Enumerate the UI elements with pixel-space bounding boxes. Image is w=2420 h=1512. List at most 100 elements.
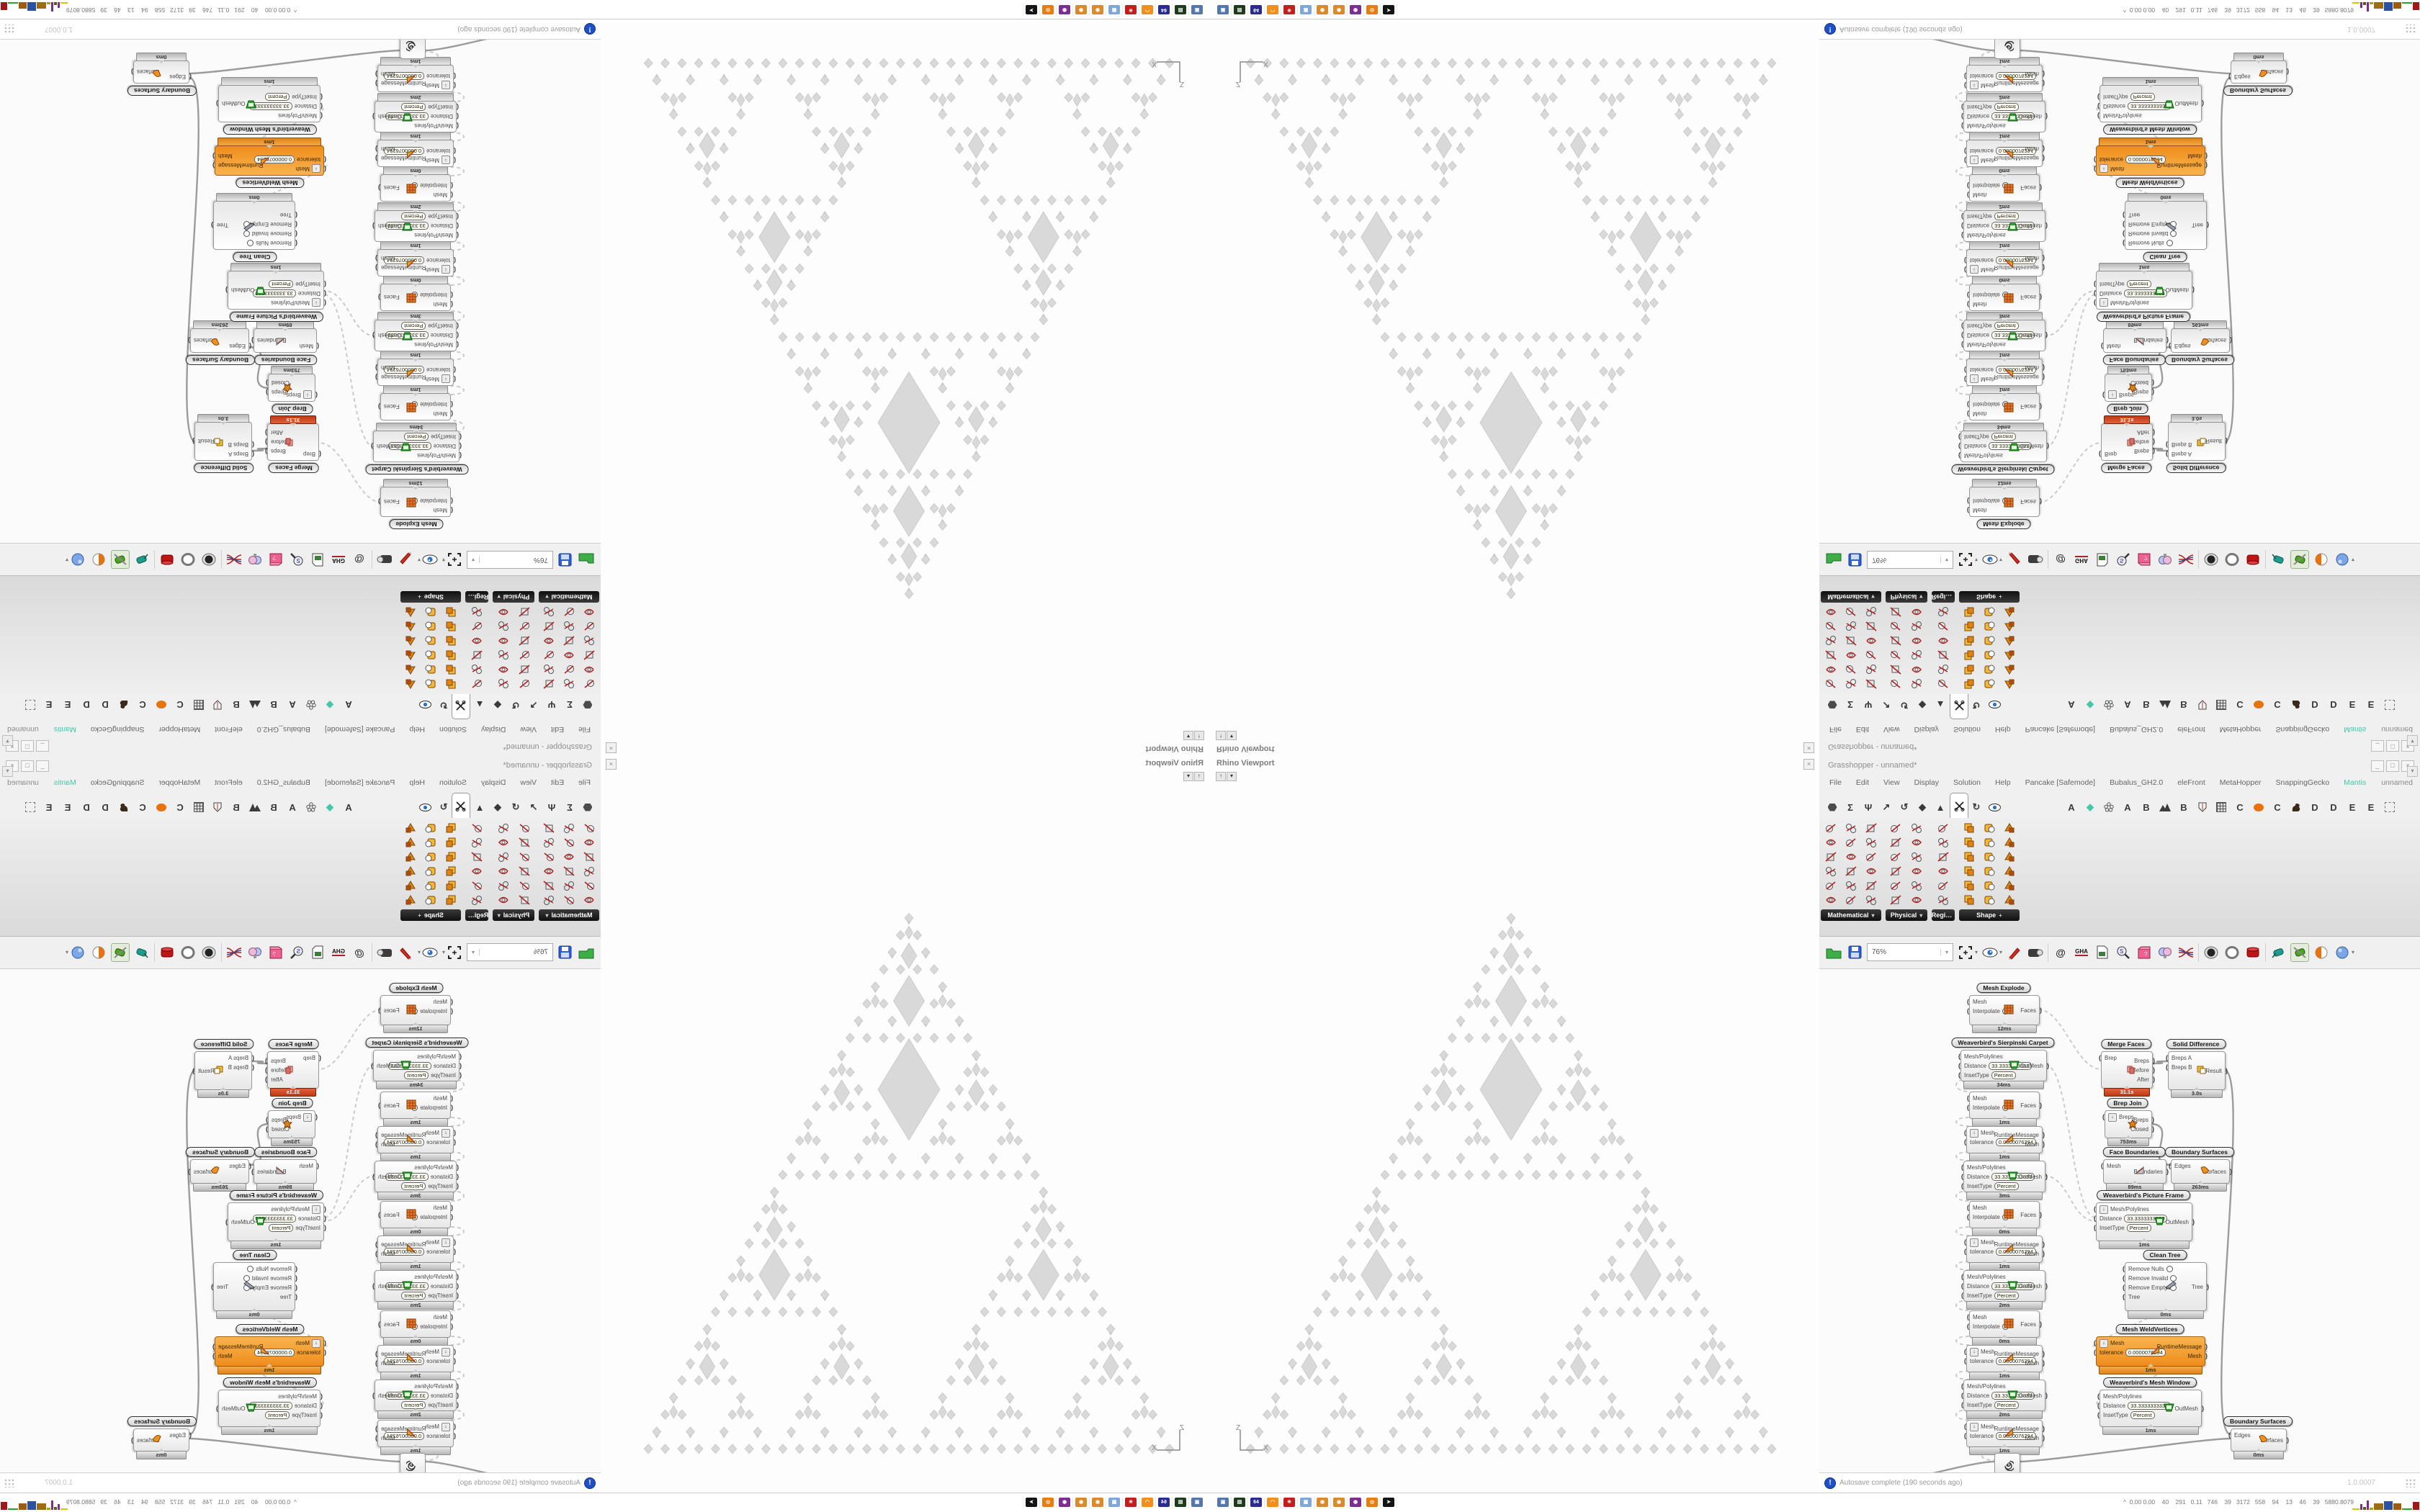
menu-display[interactable]: Display (480, 778, 506, 787)
gh-node[interactable]: (Mesh/Polylines(Distance33.3333333333(In… (1961, 312, 2048, 351)
component-icon[interactable] (1825, 664, 1837, 676)
gh-node[interactable]: (Mesh/Polylines(Distance33.3333333333(In… (372, 1380, 459, 1419)
gh-node[interactable]: (Edges Surfaces) 263ms (2169, 1159, 2232, 1192)
toolbar-pin2-icon[interactable] (110, 550, 130, 570)
pin-button[interactable]: ↑ (1216, 772, 1226, 781)
component-icon[interactable] (497, 851, 509, 863)
tab-plugin-4[interactable]: B (270, 801, 277, 813)
tab-maths[interactable]: Σ (567, 699, 573, 711)
toolbar-scroll-icon[interactable]: ▾ (2407, 735, 2418, 746)
component-icon[interactable] (445, 664, 457, 676)
component-icon[interactable] (425, 606, 437, 618)
component-icon[interactable] (1984, 678, 1996, 690)
component-icon[interactable] (445, 621, 457, 633)
toolbar-at-icon[interactable]: @ (2056, 946, 2066, 958)
tab-plugin-7[interactable] (2194, 796, 2211, 818)
node-canvas[interactable]: Mesh Explode (Mesh(Interpolate Faces) 12ms W… (0, 968, 601, 1473)
gh-node[interactable]: (Breps A(Breps B Result) 3.0s (2166, 1051, 2228, 1098)
component-icon[interactable] (1937, 894, 1950, 906)
component-icon[interactable] (1865, 837, 1878, 849)
toolbar-ball-icon[interactable] (2334, 944, 2351, 961)
toolbar-pencil-icon[interactable] (397, 552, 414, 569)
gh-node[interactable]: (↓ Mesh(tolerance 0.0000076294 RuntimeMessa… (1964, 351, 2045, 386)
component-icon[interactable] (1865, 621, 1878, 633)
tab-plugin-2[interactable] (2100, 694, 2118, 716)
toolbar-frame-icon[interactable] (446, 944, 463, 961)
toolbar-bulb-icon[interactable] (246, 552, 264, 569)
taskbar-app-icon[interactable]: ▣ (1215, 1496, 1232, 1508)
component-icon[interactable] (1824, 649, 1837, 662)
toolbar-frame-icon[interactable] (446, 552, 463, 569)
component-icon[interactable] (1937, 880, 1950, 892)
tab-plugin-4[interactable]: B (2143, 801, 2150, 813)
tab-intersect[interactable] (452, 694, 470, 719)
menu-pancake-safemode-[interactable]: Pancake [Safemode] (324, 725, 395, 734)
menu-pancake-safemode-[interactable]: Pancake [Safemode] (2025, 725, 2096, 734)
panel-group-label[interactable]: Physical ▾ (493, 591, 534, 603)
minimize-button[interactable]: _ (36, 740, 49, 752)
tab-sets[interactable]: Ψ (1864, 801, 1873, 813)
component-icon[interactable] (405, 664, 417, 676)
component-icon[interactable] (497, 822, 509, 834)
tab-plugin-3[interactable]: A (2124, 699, 2131, 711)
component-icon[interactable] (1865, 678, 1878, 690)
toolbar-wiresx-icon[interactable] (2177, 552, 2195, 569)
component-icon[interactable] (563, 678, 575, 690)
component-icon[interactable] (445, 865, 457, 878)
taskbar-app-icon[interactable]: ◎ (1364, 1496, 1381, 1508)
grasshopper-titlebar[interactable]: Grasshopper - unnamed* _ □ × (1819, 756, 2420, 775)
menu-file[interactable]: File (578, 725, 591, 734)
tab-plugin-4[interactable]: B (270, 699, 277, 711)
tab-plugin-17[interactable] (2381, 694, 2398, 716)
taskbar-app-icon[interactable]: 64 (1248, 4, 1265, 16)
toolbar-doc-icon[interactable] (309, 944, 326, 961)
component-icon[interactable] (471, 837, 483, 849)
toolbar-proj-icon[interactable] (376, 944, 393, 961)
tab-plugin-16[interactable]: E (45, 699, 53, 711)
toolbar-pin1-icon[interactable] (2269, 552, 2287, 569)
taskbar[interactable]: ▣ ▤ 64 ◠ ✳ ▦ ◉ ◉ ◉ ◎ ➤ (1023, 1496, 1205, 1508)
tab-plugin-5[interactable] (246, 694, 264, 716)
panel-group-label[interactable]: Regi… (1932, 909, 1955, 921)
dropdown-arrow-icon[interactable]: ▾ (2352, 557, 2355, 563)
tab-plugin-11[interactable]: C (2274, 699, 2281, 711)
taskbar-app-icon[interactable]: ◉ (1089, 1496, 1106, 1508)
gh-node[interactable]: (Edges Surfaces) 0ms (2228, 53, 2289, 84)
taskbar-app-icon[interactable]: ◉ (1314, 1496, 1331, 1508)
component-icon[interactable] (543, 649, 555, 662)
tab-plugin-8[interactable] (2213, 796, 2230, 818)
component-icon[interactable] (497, 880, 509, 892)
gh-node[interactable]: (Mesh(Interpolate Faces) 1ms (378, 385, 453, 420)
toolbar-ring-icon[interactable] (2223, 552, 2241, 569)
gh-node[interactable]: (↓ Mesh(tolerance 0.0000076294 RuntimeMessa… (375, 241, 456, 276)
gh-node[interactable]: (↓ Mesh(tolerance 0.0000076294 RuntimeMessa… (2094, 1336, 2208, 1374)
toolbar-gha-icon[interactable]: GHA (2075, 948, 2088, 956)
taskbar-app-icon[interactable]: ◉ (1056, 4, 1072, 16)
gh-node[interactable]: (Mesh(Interpolate Faces) 12ms (378, 995, 453, 1033)
toolbar-bulb-icon[interactable] (2156, 944, 2174, 961)
toolbar-gha-icon[interactable]: GHA (332, 556, 345, 564)
tab-params[interactable] (579, 796, 596, 818)
menu-pancake-safemode-[interactable]: Pancake [Safemode] (324, 778, 395, 787)
component-icon[interactable] (497, 621, 509, 633)
tab-plugin-1[interactable]: ◆ (2087, 700, 2094, 711)
gh-node[interactable]: (Mesh/Polylines(Distance33.3333333333(In… (372, 1270, 459, 1310)
tab-plugin-7[interactable] (209, 694, 226, 716)
taskbar-app-icon[interactable]: ➤ (1023, 4, 1039, 16)
toolbar-pin1-icon[interactable] (2269, 944, 2287, 961)
component-icon[interactable] (405, 649, 417, 662)
tab-mesh[interactable]: ▲ (475, 699, 485, 711)
taskbar-app-icon[interactable]: ▣ (1188, 4, 1205, 16)
component-icon[interactable] (405, 837, 417, 849)
component-icon[interactable] (405, 851, 417, 863)
gh-node[interactable]: (Edges Surfaces) 263ms (2169, 320, 2232, 353)
taskbar-app-icon[interactable]: ➤ (1381, 4, 1397, 16)
gh-node[interactable]: (↓ Mesh/Polylines(Distance 33.3333333333(I… (2094, 263, 2195, 310)
component-icon[interactable] (583, 664, 596, 676)
component-icon[interactable] (1963, 621, 1976, 633)
component-icon[interactable] (405, 865, 417, 878)
gh-node[interactable]: (Mesh/Polylines(Distance33.3333333333(In… (1961, 1161, 2048, 1200)
component-icon[interactable] (1963, 635, 1976, 647)
